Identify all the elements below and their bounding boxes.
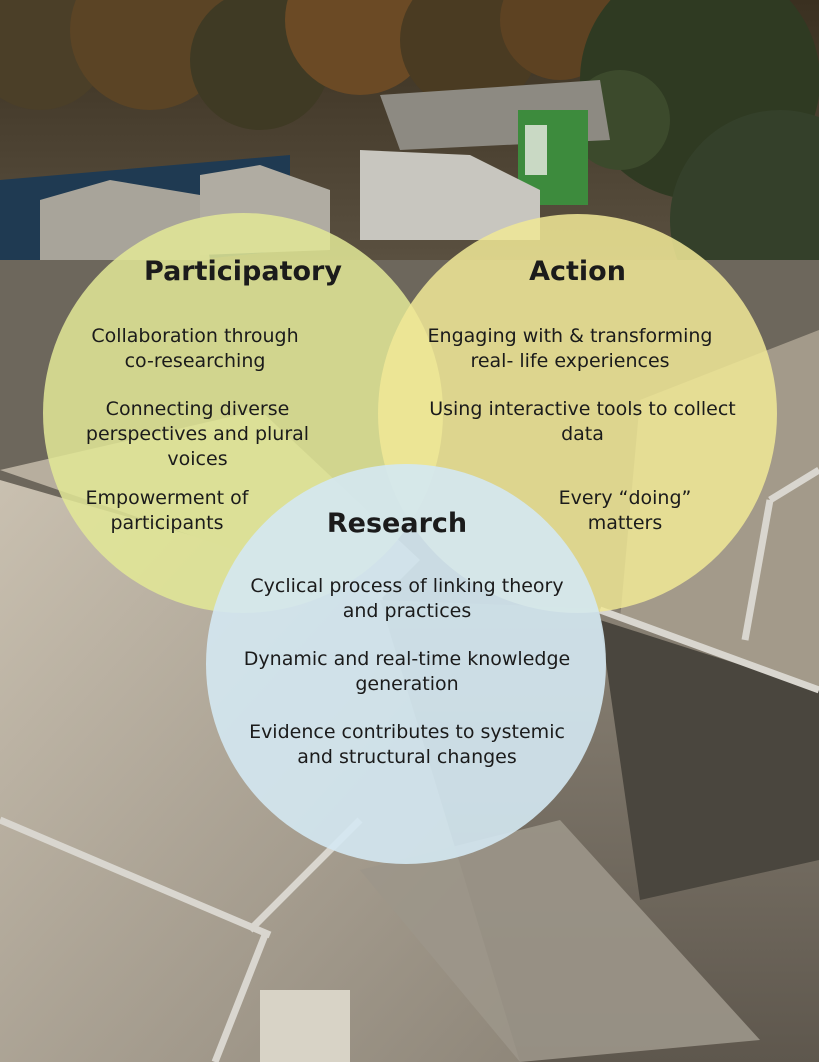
item-line: Connecting diverse (105, 398, 290, 420)
action-item: Engaging with & transforming real- life … (405, 324, 735, 374)
item-line: Using interactive tools to collect (429, 398, 736, 420)
item-line: co-researching (124, 350, 266, 372)
item-line: perspectives and plural (85, 423, 310, 445)
item-line: Engaging with & transforming (427, 325, 713, 347)
item-line: participants (110, 512, 224, 534)
item-line: and structural changes (297, 746, 517, 768)
participatory-item: Connecting diverse perspectives and plur… (60, 397, 335, 472)
item-line: and practices (342, 600, 472, 622)
item-line: Empowerment of (85, 487, 249, 509)
research-title: Research (326, 508, 468, 539)
research-circle (206, 464, 606, 864)
research-item: Evidence contributes to systemic and str… (222, 720, 592, 770)
participatory-item: Empowerment of participants (62, 486, 272, 536)
action-item: Every “doing” matters (540, 486, 710, 536)
research-item: Cyclical process of linking theory and p… (222, 574, 592, 624)
item-line: Every “doing” (558, 487, 692, 509)
item-line: real- life experiences (470, 350, 670, 372)
item-line: Evidence contributes to systemic (249, 721, 565, 743)
item-line: generation (355, 673, 459, 695)
research-item: Dynamic and real-time knowledge generati… (222, 647, 592, 697)
tree-canopy (0, 0, 819, 330)
participatory-item: Collaboration through co-researching (60, 324, 330, 374)
participatory-title: Participatory (144, 256, 342, 287)
action-title: Action (529, 256, 626, 287)
item-line: Dynamic and real-time knowledge (243, 648, 571, 670)
item-line: voices (167, 448, 228, 470)
item-line: Collaboration through (91, 325, 299, 347)
item-line: data (561, 423, 604, 445)
item-line: matters (587, 512, 663, 534)
action-item: Using interactive tools to collect data (405, 397, 760, 447)
item-line: Cyclical process of linking theory (250, 575, 564, 597)
